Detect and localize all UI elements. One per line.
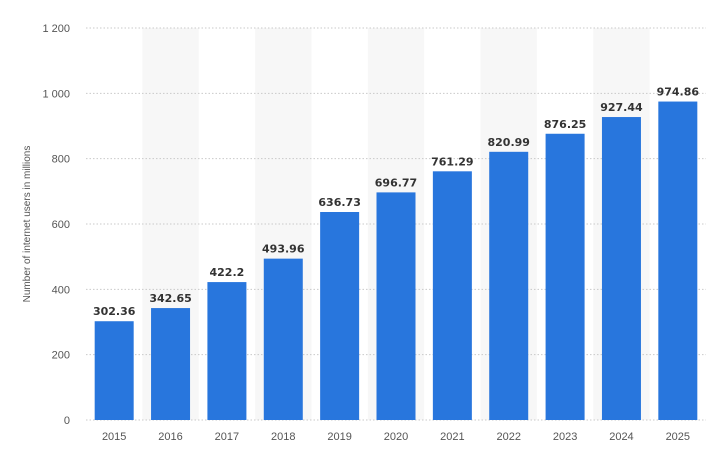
x-tick-label: 2019 <box>327 431 351 443</box>
bar <box>489 151 529 420</box>
bar <box>207 282 247 420</box>
data-label: 820.99 <box>488 136 530 149</box>
bar <box>151 308 191 420</box>
data-label: 302.36 <box>93 305 136 318</box>
bar <box>376 192 416 420</box>
data-label: 974.86 <box>657 86 700 99</box>
y-tick-label: 400 <box>52 284 70 296</box>
y-tick-label: 200 <box>52 350 70 362</box>
y-tick-label: 1 200 <box>42 23 70 35</box>
data-labels: 302.36 342.65 422.2 493.96 636.73 696.77 761.2… <box>93 86 699 319</box>
bar <box>601 117 641 421</box>
bar <box>658 101 698 421</box>
x-tick-label: 2018 <box>271 431 295 443</box>
data-label: 696.77 <box>375 176 417 189</box>
y-tick-label: 0 <box>64 415 70 427</box>
x-tick-label: 2020 <box>384 431 408 443</box>
bar <box>263 258 303 420</box>
bar <box>545 133 585 420</box>
bar <box>94 321 134 420</box>
x-tick-label: 2016 <box>158 431 182 443</box>
y-axis-ticks: 0 200 400 600 800 1 000 1 200 <box>42 23 70 427</box>
bar <box>432 171 472 420</box>
x-tick-label: 2015 <box>102 431 126 443</box>
x-tick-label: 2023 <box>553 431 577 443</box>
data-label: 342.65 <box>149 292 191 305</box>
x-tick-label: 2022 <box>496 431 520 443</box>
y-tick-label: 1 000 <box>42 88 70 100</box>
x-tick-label: 2017 <box>215 431 239 443</box>
y-axis-label: Number of internet users in millions <box>22 146 33 303</box>
y-tick-label: 800 <box>52 154 70 166</box>
data-label: 876.25 <box>544 118 586 131</box>
y-tick-label: 600 <box>52 219 70 231</box>
data-label: 636.73 <box>318 196 360 209</box>
data-label: 493.96 <box>262 243 305 256</box>
x-axis-ticks: 2015 2016 2017 2018 2019 2020 2021 2022 2023 2024… <box>102 431 690 443</box>
bar <box>320 212 360 420</box>
data-label: 761.29 <box>431 155 473 168</box>
data-label: 422.2 <box>210 266 245 279</box>
bars <box>94 101 698 421</box>
data-label: 927.44 <box>600 101 643 114</box>
x-tick-label: 2021 <box>440 431 464 443</box>
x-tick-label: 2025 <box>666 431 690 443</box>
x-tick-label: 2024 <box>609 431 633 443</box>
